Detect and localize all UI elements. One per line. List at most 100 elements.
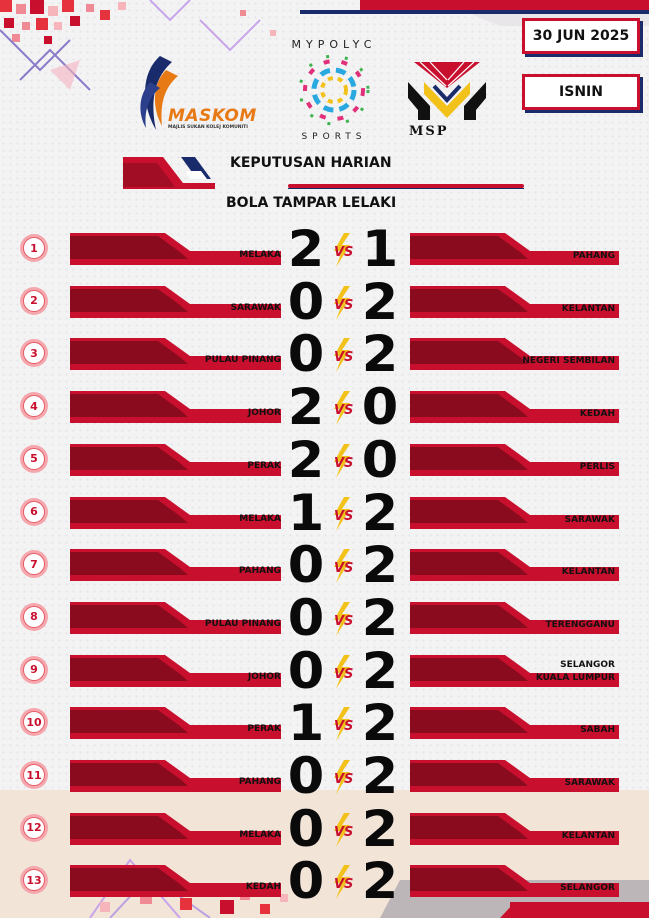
result-row: 6 MELAKA 1 VS 2 SARAWAK: [0, 487, 649, 541]
away-score: 2: [361, 747, 399, 805]
result-row: 7 PAHANG 0 VS 2 KELANTAN: [0, 539, 649, 593]
away-team-name: SABAH: [580, 724, 615, 737]
away-team-line: KELANTAN: [561, 830, 615, 841]
away-score: 2: [361, 852, 399, 911]
page-title: KEPUTUSAN HARIAN: [230, 155, 392, 171]
home-team-name: PULAU PINANG: [204, 355, 281, 366]
msp-logo: [408, 62, 486, 120]
match-number: 11: [23, 764, 45, 786]
home-team-name: PERAK: [247, 460, 281, 471]
home-team-name: JOHOR: [247, 408, 281, 419]
match-number: 8: [23, 605, 45, 628]
vs-label: VS: [334, 245, 354, 260]
right-team-bar: [410, 285, 619, 318]
match-number: 12: [23, 816, 45, 839]
lightning-bolt-icon: [334, 601, 350, 636]
page-subtitle: BOLA TAMPAR LELAKI: [226, 195, 397, 211]
result-row: 10 PERAK 1 VS 2 SABAH: [0, 697, 649, 751]
home-score: 0: [287, 325, 325, 384]
left-team-bar: [70, 654, 281, 687]
vs-label: VS: [334, 877, 354, 893]
lightning-bolt-icon: [334, 443, 350, 478]
away-score: 2: [361, 799, 399, 858]
lightning-bolt-icon: [334, 338, 350, 373]
away-team-line: SARAWAK: [564, 514, 615, 525]
match-number-badge: 10: [20, 708, 48, 737]
result-row: 5 PERAK 2 VS 0 PERLIS: [0, 434, 649, 488]
left-team-bar: [70, 391, 281, 424]
home-score: 1: [287, 483, 325, 542]
maskom-logo-subtitle: MAJLIS SUKAN KOLEJ KOMUNITI: [168, 125, 248, 130]
right-team-bar: [410, 601, 619, 634]
left-team-bar: [70, 812, 281, 845]
away-team-name: TERENGGANU: [546, 619, 615, 632]
home-score: 0: [287, 747, 325, 805]
home-team-name: PAHANG: [238, 566, 281, 577]
away-team-name: PERLIS: [580, 461, 615, 474]
away-score: 2: [361, 694, 399, 753]
result-row: 13 KEDAH 0 VS 2 SELANGOR: [0, 855, 649, 909]
away-score: 2: [361, 588, 399, 647]
home-score: 0: [287, 799, 325, 858]
left-team-bar: [70, 443, 281, 476]
match-number-badge: 2: [20, 286, 48, 315]
away-score: 2: [361, 536, 399, 595]
right-team-bar: [410, 865, 619, 898]
result-row: 11 PAHANG 0 VS 2 SARAWAK: [0, 750, 649, 804]
vs-label: VS: [334, 613, 354, 629]
match-number: 3: [23, 342, 45, 365]
away-team-line: KEDAH: [579, 409, 615, 420]
away-team-name: SARAWAK: [565, 514, 615, 527]
away-team-name: KELANTAN: [562, 830, 615, 843]
vs-label: VS: [334, 772, 354, 787]
result-row: 4 JOHOR 2 VS 0 KEDAH: [0, 381, 649, 435]
result-row: 3 PULAU PINANG 0 VS 2 NEGERI SEMBILAN: [0, 328, 649, 382]
away-score: 2: [361, 325, 399, 384]
away-team-line: SELANGOR: [560, 883, 615, 894]
match-number-badge: 11: [20, 761, 48, 789]
away-team-name: KELANTAN: [562, 566, 615, 579]
away-score: 0: [361, 378, 399, 437]
home-score: 2: [287, 220, 325, 278]
home-team-name: MELAKA: [239, 829, 281, 840]
corner-decoration-top-left: [0, 0, 276, 91]
vs-label: VS: [334, 824, 354, 840]
away-score: 2: [361, 641, 399, 700]
vs-label: VS: [334, 508, 354, 524]
home-score: 0: [287, 641, 325, 700]
match-number-badge: 12: [20, 813, 48, 842]
right-team-bar: [410, 233, 619, 265]
left-team-bar: [70, 707, 281, 740]
match-number-badge: 3: [20, 339, 48, 368]
away-team-name: KELANTAN: [562, 303, 615, 316]
home-score: 0: [287, 852, 325, 911]
match-number-badge: 13: [20, 866, 48, 895]
maskom-wing-icon: [140, 56, 178, 130]
away-team-name: SELANGOR: [560, 882, 615, 895]
match-number: 5: [23, 447, 45, 470]
vs-label: VS: [334, 403, 354, 419]
lightning-bolt-icon: [334, 391, 350, 426]
right-team-bar: [410, 443, 619, 476]
match-number: 7: [23, 553, 45, 576]
vs-label: VS: [334, 666, 354, 682]
vs-label: VS: [334, 350, 354, 366]
match-number: 2: [23, 289, 45, 312]
right-team-bar: [410, 812, 619, 845]
title-underline-stripe: [288, 188, 524, 189]
left-team-bar: [70, 865, 281, 898]
right-team-bar: [410, 549, 619, 582]
top-navy-stripe: [300, 10, 649, 14]
home-team-name: KEDAH: [245, 882, 281, 893]
svg-text:MYPOLYC: MYPOLYC: [292, 38, 377, 51]
result-row: 2 SARAWAK 0 VS 2 KELANTAN: [0, 276, 649, 330]
right-team-bar: [410, 391, 619, 424]
header-flag-icon: [123, 157, 215, 189]
away-score: 2: [361, 272, 399, 331]
vs-label: VS: [334, 455, 354, 471]
match-number: 9: [23, 658, 45, 681]
away-team-line: KELANTAN: [561, 303, 615, 314]
top-red-band: [360, 0, 649, 10]
away-team-line: SELANGOR: [560, 659, 615, 670]
match-number: 6: [23, 500, 45, 523]
